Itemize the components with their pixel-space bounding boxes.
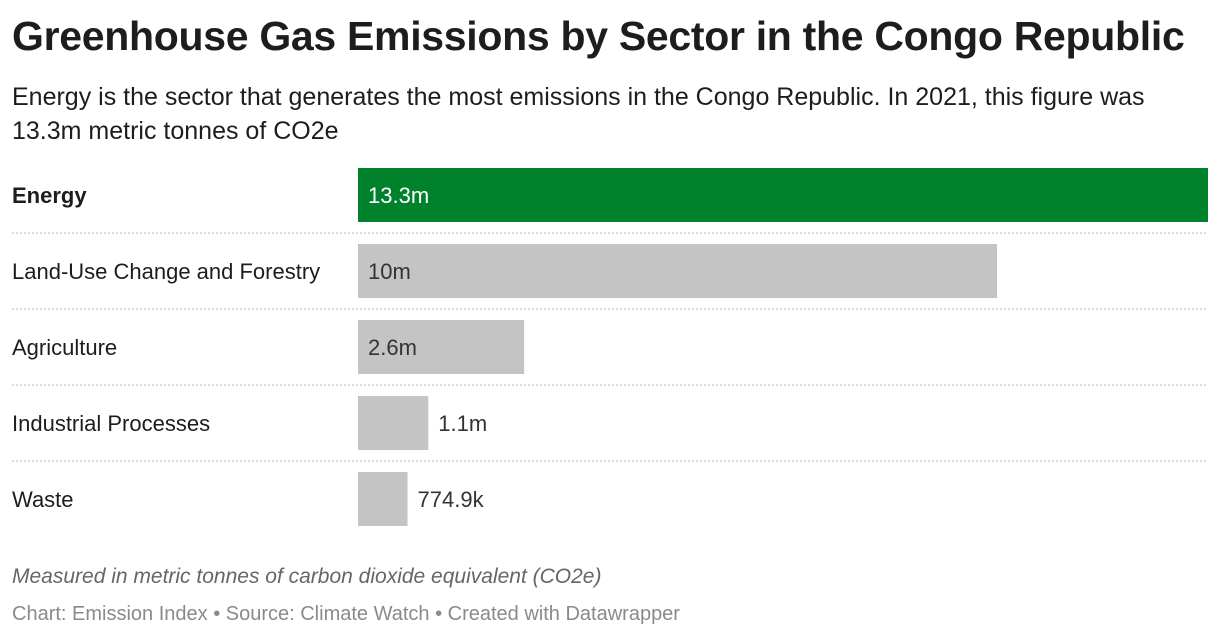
chart-footer: Chart: Emission Index • Source: Climate … bbox=[12, 603, 680, 625]
chart-notes: Measured in metric tonnes of carbon diox… bbox=[12, 565, 602, 588]
category-label-industrial-processes: Industrial Processes bbox=[12, 411, 210, 436]
bar-waste bbox=[358, 472, 408, 526]
value-label-land-use-change-and-forestry: 10m bbox=[368, 259, 411, 284]
chart-title: Greenhouse Gas Emissions by Sector in th… bbox=[12, 13, 1185, 59]
value-label-energy: 13.3m bbox=[368, 183, 429, 208]
category-label-agriculture: Agriculture bbox=[12, 335, 117, 360]
bar-agriculture bbox=[358, 320, 525, 374]
bar-energy bbox=[358, 168, 1208, 222]
category-label-land-use-change-and-forestry: Land-Use Change and Forestry bbox=[12, 259, 320, 284]
category-label-energy: Energy bbox=[12, 183, 87, 208]
category-label-waste: Waste bbox=[12, 487, 74, 512]
value-label-agriculture: 2.6m bbox=[368, 335, 417, 360]
value-label-waste: 774.9k bbox=[418, 487, 485, 512]
bar-industrial-processes bbox=[358, 396, 429, 450]
value-label-industrial-processes: 1.1m bbox=[438, 411, 487, 436]
chart-subtitle: Energy is the sector that generates the … bbox=[12, 83, 1145, 145]
bar-land-use-change-and-forestry bbox=[358, 244, 998, 298]
